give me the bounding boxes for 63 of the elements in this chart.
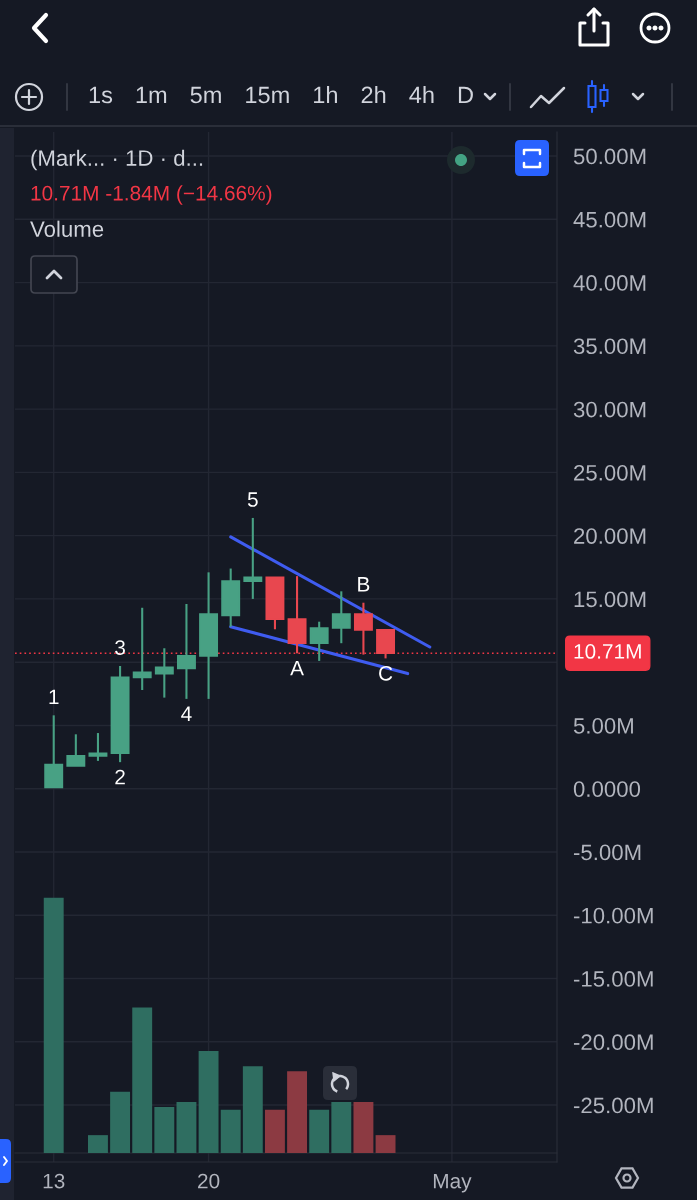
annotation: 2	[115, 769, 125, 785]
candlestick	[309, 620, 329, 662]
annotation: C	[379, 665, 393, 681]
bar	[154, 1107, 175, 1153]
y-tick-label: 30.00M	[573, 401, 646, 418]
text: (Mark... · 1D · d...	[31, 149, 203, 171]
candlestick	[243, 516, 263, 600]
annotation: 1	[49, 689, 59, 705]
candlestick	[66, 733, 86, 767]
text: 10.71M -1.84M (−14.66%)	[31, 185, 272, 205]
text: 4h	[409, 86, 434, 104]
annotation: A	[290, 661, 304, 676]
candlestick	[376, 628, 396, 660]
ref-line-label: 10.71M	[574, 644, 641, 659]
candlestick	[353, 601, 373, 656]
x-tick-label: 13	[43, 1173, 65, 1189]
bar	[309, 1109, 330, 1153]
bar	[264, 1109, 285, 1153]
x-tick-label: May	[433, 1173, 472, 1193]
y-tick-label: -5.00M	[573, 844, 641, 861]
y-tick-label: 40.00M	[573, 275, 646, 291]
text: 1s	[89, 86, 113, 104]
y-tick-label: 45.00M	[573, 211, 646, 228]
candlestick	[44, 714, 64, 789]
candlestick	[132, 606, 152, 692]
y-tick-label: 0.0000	[573, 781, 641, 797]
y-tick-label: -20.00M	[573, 1034, 653, 1051]
annotation: 4	[181, 706, 192, 721]
x-tick-label: 20	[198, 1173, 220, 1189]
annotation: B	[358, 577, 370, 592]
text: 15m	[246, 86, 289, 104]
annotation: 5	[247, 492, 258, 507]
y-tick-label: 25.00M	[574, 464, 646, 481]
y-tick-label: -15.00M	[573, 971, 653, 987]
bar	[132, 1007, 153, 1153]
y-tick-label: 20.00M	[574, 528, 646, 544]
bar	[242, 1066, 263, 1153]
y-tick-label: -25.00M	[573, 1097, 653, 1114]
bar	[88, 1135, 108, 1153]
chart-title: Volume	[30, 220, 104, 237]
y-tick-label: 50.00M	[573, 148, 646, 165]
bar	[43, 897, 64, 1153]
y-tick-label: 35.00M	[573, 338, 646, 355]
text: 5m	[190, 86, 221, 104]
annotation: 3	[115, 640, 125, 655]
text: 1h	[314, 86, 337, 104]
candlestick	[176, 602, 196, 700]
text: 1m	[136, 86, 167, 104]
bar	[220, 1109, 241, 1153]
candlestick	[154, 647, 174, 699]
bar	[375, 1135, 396, 1153]
y-tick-label: 15.00M	[574, 591, 646, 608]
candlestick	[331, 590, 351, 645]
bar	[198, 1050, 219, 1153]
candlestick	[88, 732, 108, 762]
text: 2h	[361, 86, 386, 104]
text: D	[458, 86, 473, 104]
bar	[176, 1101, 197, 1153]
bar	[353, 1101, 374, 1153]
bar	[110, 1091, 131, 1153]
y-tick-label: 5.00M	[573, 717, 633, 734]
bar	[287, 1071, 308, 1153]
y-tick-label: -10.00M	[573, 907, 653, 924]
